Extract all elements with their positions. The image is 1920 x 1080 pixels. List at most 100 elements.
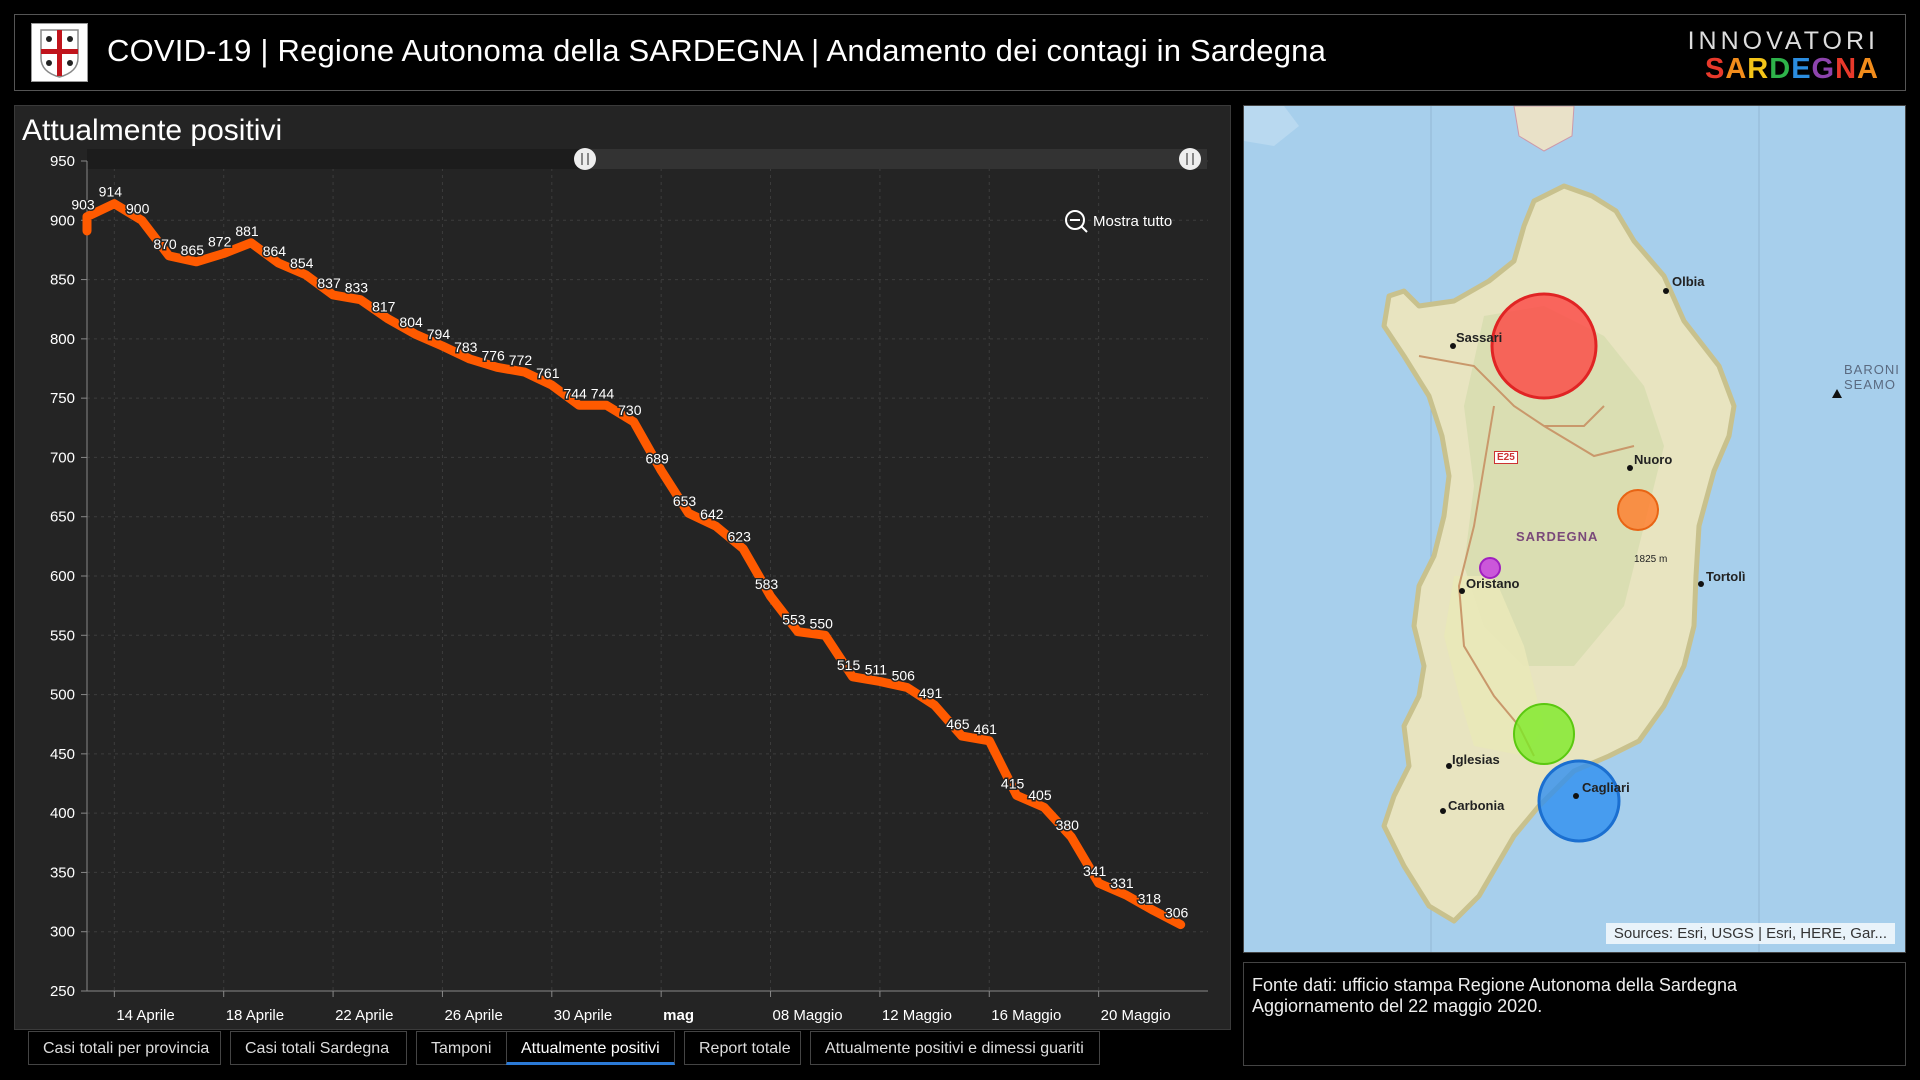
y-tick-label: 550	[50, 627, 75, 644]
zoom-out-button[interactable]: Mostra tutto	[1065, 210, 1172, 233]
map-bubble-sud-sardegna[interactable]	[1513, 703, 1575, 765]
x-tick-label: mag	[663, 1007, 694, 1024]
page-title: COVID-19 | Regione Autonoma della SARDEG…	[107, 33, 1327, 68]
data-point	[495, 365, 499, 369]
tab-tamponi[interactable]: Tamponi	[416, 1031, 508, 1065]
y-tick-label: 450	[50, 746, 75, 763]
y-tick-label: 500	[50, 687, 75, 704]
x-tick-label: 22 Aprile	[335, 1007, 393, 1024]
series-line	[82, 199, 1186, 930]
data-label: 794	[427, 326, 451, 342]
data-point	[522, 370, 526, 374]
map-label-road-e25: E25	[1494, 451, 1518, 464]
scrollbar-handle-right[interactable]	[1179, 148, 1201, 170]
y-tick-label: 350	[50, 864, 75, 881]
data-point	[85, 215, 89, 219]
y-tick-label: 800	[50, 331, 75, 348]
data-label: 783	[454, 339, 478, 355]
data-point	[823, 633, 827, 637]
chart-scrollbar[interactable]	[87, 148, 1207, 170]
x-tick-label: 20 Maggio	[1101, 1007, 1171, 1024]
scrollbar-thumb[interactable]	[585, 149, 1207, 169]
map-label-baroni: BARONI	[1844, 362, 1900, 377]
chart-title: Attualmente positivi	[22, 114, 283, 147]
line-chart: Mostra tutto 250 300 350 400 450 500 550 600 650…	[50, 148, 1208, 1024]
map-bubble-cagliari[interactable]	[1537, 759, 1621, 843]
data-label: 833	[345, 280, 369, 296]
map-label-oristano: Oristano	[1466, 576, 1520, 591]
brand-letter: E	[1791, 53, 1812, 85]
data-point	[249, 241, 253, 245]
y-tick-label: 400	[50, 805, 75, 822]
map-bubble-sassari[interactable]	[1490, 292, 1598, 400]
y-tick-label: 600	[50, 568, 75, 585]
data-label: 761	[536, 365, 560, 381]
data-point	[1179, 923, 1183, 927]
data-point	[304, 273, 308, 277]
data-label: 772	[509, 352, 533, 368]
map-bubble-oristano[interactable]	[1479, 557, 1501, 579]
data-point	[851, 675, 855, 679]
data-label: 817	[372, 299, 396, 315]
data-point	[769, 594, 773, 598]
data-label: 804	[399, 314, 423, 330]
tab-casi-totali-per-provincia[interactable]: Casi totali per provincia	[28, 1031, 221, 1065]
data-label: 341	[1083, 863, 1107, 879]
x-tick-label: 26 Aprile	[444, 1007, 502, 1024]
data-point	[714, 524, 718, 528]
map-city-markers	[1440, 288, 1842, 814]
data-point	[987, 739, 991, 743]
x-tick-label: 30 Aprile	[554, 1007, 612, 1024]
data-label: 553	[782, 612, 806, 628]
data-point	[112, 202, 116, 206]
tab-attualmente-positivi[interactable]: Attualmente positivi	[506, 1031, 675, 1065]
data-source-text: Fonte dati: ufficio stampa Regione Auton…	[1252, 975, 1737, 995]
data-point	[1151, 908, 1155, 912]
map-panel[interactable]: Olbia Sassari Nuoro SARDEGNA 1825 m Oris…	[1243, 105, 1906, 953]
map-label-nuoro: Nuoro	[1634, 452, 1673, 467]
brand-name-bottom: SARDEGNA	[1705, 53, 1879, 86]
x-tick-label: 14 Aprile	[116, 1007, 174, 1024]
data-label: 776	[481, 347, 505, 363]
tab-attualmente-positivi-e-dimessi-guariti[interactable]: Attualmente positivi e dimessi guariti	[810, 1031, 1100, 1065]
map-label-seamo: SEAMO	[1844, 377, 1896, 392]
data-label: 854	[290, 255, 314, 271]
tab-report-totale[interactable]: Report totale	[684, 1031, 801, 1065]
zoom-out-label[interactable]: Mostra tutto	[1093, 213, 1172, 230]
brand-letter: D	[1769, 53, 1792, 85]
data-label: 506	[892, 667, 916, 683]
map-attribution[interactable]: Sources: Esri, USGS | Esri, HERE, Gar...	[1605, 923, 1895, 944]
data-point	[878, 680, 882, 684]
data-point	[687, 511, 691, 515]
data-label: 405	[1028, 787, 1052, 803]
data-point	[604, 403, 608, 407]
data-point	[1069, 835, 1073, 839]
data-label: 306	[1165, 905, 1189, 921]
sardinia-map[interactable]	[1244, 106, 1906, 953]
brand-name-top: INNOVATORI	[1687, 27, 1879, 55]
brand-letter: A	[1725, 53, 1748, 85]
scrollbar-handle-left[interactable]	[574, 148, 596, 170]
map-label-carbonia: Carbonia	[1448, 798, 1505, 813]
data-label: 550	[810, 615, 834, 631]
data-point	[659, 468, 663, 472]
chart-grid	[87, 160, 1208, 992]
y-tick-label: 750	[50, 390, 75, 407]
data-point	[194, 260, 198, 264]
y-tick-label: 250	[50, 983, 75, 1000]
data-point	[276, 261, 280, 265]
data-label: 583	[755, 576, 779, 592]
map-bubble-nuoro[interactable]	[1617, 489, 1659, 531]
update-date-text: Aggiornamento del 22 maggio 2020.	[1252, 996, 1543, 1016]
data-point	[222, 251, 226, 255]
app-header: COVID-19 | Regione Autonoma della SARDEG…	[14, 14, 1906, 91]
data-point	[905, 685, 909, 689]
brand-letter: N	[1835, 53, 1858, 85]
region-logo	[31, 23, 88, 82]
x-tick-label: 18 Aprile	[226, 1007, 284, 1024]
data-point	[440, 344, 444, 348]
data-label: 515	[837, 657, 861, 673]
tab-casi-totali-sardegna[interactable]: Casi totali Sardegna	[230, 1031, 407, 1065]
data-label: 837	[317, 275, 341, 291]
